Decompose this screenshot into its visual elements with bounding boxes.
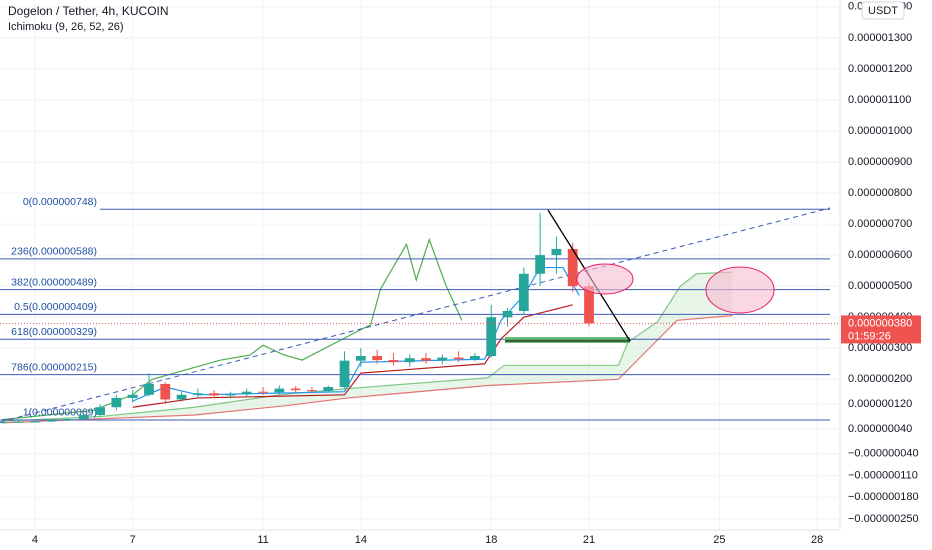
x-tick-label: 4	[32, 534, 38, 546]
candle-body	[29, 421, 40, 423]
candle-body	[127, 394, 138, 398]
support-zone	[505, 337, 630, 343]
time-axis	[0, 530, 932, 550]
indicator-legend: Ichimoku (9, 26, 52, 26)	[8, 21, 124, 33]
indicator-line	[2, 315, 733, 424]
candle-body	[62, 419, 73, 421]
y-tick-label: 0.000000300	[848, 342, 912, 354]
y-tick-label: 0.000000800	[848, 187, 912, 199]
candle-body	[388, 360, 399, 363]
countdown: 01:59:26	[848, 330, 891, 342]
candle-body	[421, 358, 431, 361]
x-tick-label: 14	[355, 534, 367, 546]
fib-levels: 0(0.000000748) 236(0.000000588) 382(0.0000…	[0, 196, 830, 421]
candle-body	[144, 383, 154, 395]
fib-label: 618(0.000000329)	[11, 326, 97, 338]
candle-body	[274, 388, 285, 393]
candle-body	[78, 414, 89, 420]
trend-line	[0, 207, 831, 423]
candle-body	[372, 356, 383, 361]
candle-body	[584, 286, 594, 324]
x-tick-label: 18	[485, 534, 497, 546]
currency[interactable]: USDT	[868, 5, 898, 17]
x-tick-label: 7	[130, 534, 136, 546]
candle-body	[290, 388, 301, 391]
y-tick-label: 0.000000700	[848, 218, 912, 230]
candle-body	[46, 420, 57, 422]
candle-body	[160, 383, 171, 400]
candle-body	[518, 273, 529, 312]
y-tick-label: 0.000000040	[848, 423, 912, 435]
chart-title: Dogelon / Tether, 4h, KUCOIN	[8, 4, 169, 18]
y-tick-label: 0.000001000	[848, 125, 912, 137]
candle-body	[111, 397, 122, 408]
candle-body	[323, 387, 334, 392]
candle-body	[486, 317, 497, 357]
x-tick-label: 28	[811, 534, 823, 546]
x-tick-label: 25	[713, 534, 725, 546]
candle-body	[567, 248, 578, 287]
y-tick-label: 0.000001300	[848, 32, 912, 44]
indicator-line	[2, 271, 733, 422]
highlight-ellipse	[705, 266, 775, 314]
cloud-area	[2, 272, 733, 423]
candle-body	[13, 421, 24, 423]
candle-body	[339, 360, 350, 388]
fib-label: 382(0.000000489)	[11, 276, 97, 288]
fib-label: 1(0.000000069)	[23, 407, 97, 419]
candle-body	[176, 394, 187, 400]
currency-button[interactable]	[861, 1, 905, 20]
y-tick-label: 0.000000200	[848, 373, 912, 385]
candle-body	[241, 391, 252, 395]
y-tick-label: 0.000001200	[848, 63, 912, 75]
y-tick-label: 0.000000120	[848, 398, 912, 410]
candles	[0, 212, 840, 424]
y-tick-label: −0.000000250	[848, 513, 919, 525]
candle-body	[453, 357, 464, 360]
y-tick-label: 0.000000900	[848, 156, 912, 168]
indicator-line	[132, 304, 573, 408]
price-tag-label: 0.000000380	[848, 317, 912, 329]
candle-body	[470, 356, 480, 360]
fib-label: 0.5(0.000000409)	[14, 301, 97, 313]
candle-body	[535, 255, 546, 274]
candle-body	[95, 407, 105, 415]
candle-body	[258, 391, 268, 393]
candle-body	[192, 393, 203, 395]
candle-body	[502, 311, 513, 318]
x-tick-label: 11	[257, 534, 268, 546]
y-tick-label: −0.000000040	[848, 448, 919, 460]
x-tick-label: 21	[583, 534, 595, 546]
candle-body	[209, 393, 220, 396]
candle-body	[551, 248, 562, 256]
grid	[0, 0, 840, 530]
y-tick-label: 0.000000500	[848, 280, 912, 292]
candle-body	[225, 394, 236, 396]
candle-body	[437, 357, 448, 361]
y-tick-label: 0.000000600	[848, 249, 912, 261]
y-tick-label: −0.000000180	[848, 491, 919, 503]
y-tick-label: 0.000001100	[848, 94, 911, 106]
price-axis	[840, 0, 932, 550]
candle-body	[0, 422, 8, 424]
fib-label: 786(0.000000215)	[11, 361, 97, 373]
highlight-ellipse	[576, 263, 634, 295]
candle-body	[355, 356, 366, 361]
indicator-line	[132, 266, 580, 402]
candle-body	[307, 390, 317, 392]
fib-label: 236(0.000000588)	[11, 246, 97, 258]
fib-label: 0(0.000000748)	[23, 196, 97, 208]
cloud	[2, 272, 733, 423]
candle-body	[404, 358, 415, 363]
y-tick-label: −0.000000110	[848, 469, 918, 481]
price-tag	[841, 315, 921, 344]
